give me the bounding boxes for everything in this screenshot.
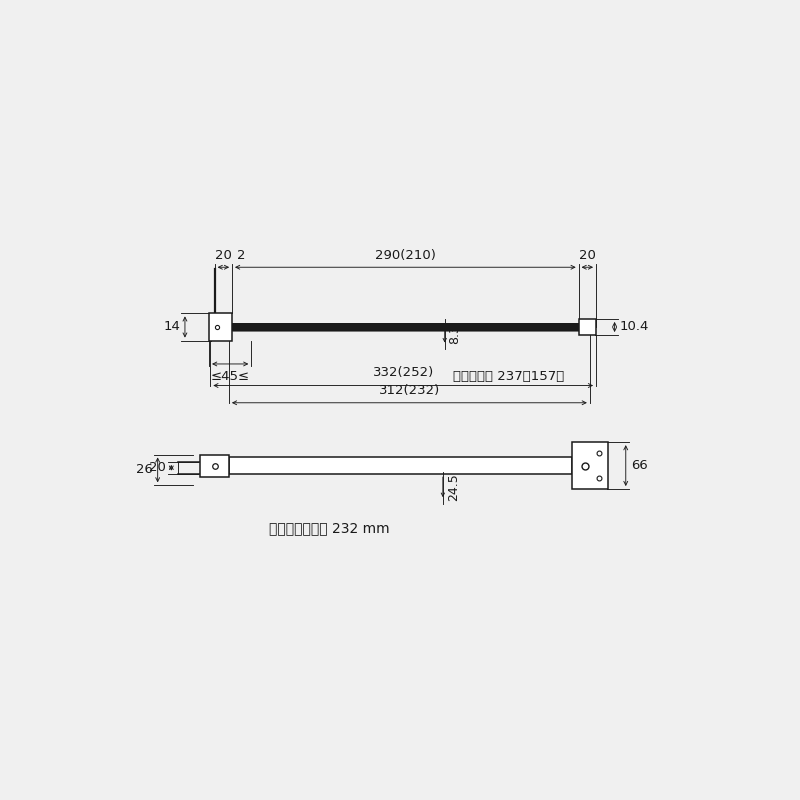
Text: ストローク 237（157）: ストローク 237（157） [454, 370, 565, 383]
Text: 312(232): 312(232) [378, 384, 440, 397]
Text: 14: 14 [163, 321, 180, 334]
Text: 10.4: 10.4 [619, 321, 649, 334]
Text: 332(252): 332(252) [373, 366, 434, 379]
Text: 8.3: 8.3 [449, 324, 462, 344]
Text: 20: 20 [150, 462, 166, 474]
Bar [573, 442, 608, 489]
Text: 24.5: 24.5 [447, 474, 460, 501]
Text: 20: 20 [215, 249, 232, 262]
Bar [232, 322, 578, 331]
Bar [578, 319, 596, 335]
Bar [209, 314, 232, 341]
Bar [229, 457, 573, 474]
Text: 26: 26 [136, 463, 153, 477]
Text: 20: 20 [579, 249, 596, 262]
Text: 66: 66 [630, 459, 647, 472]
Text: （　）内寸法は 232 mm: （ ）内寸法は 232 mm [269, 521, 390, 535]
Text: 290(210): 290(210) [375, 249, 436, 262]
Text: ≤45≤: ≤45≤ [210, 370, 250, 382]
Text: 2: 2 [237, 249, 246, 262]
Bar [201, 454, 229, 477]
